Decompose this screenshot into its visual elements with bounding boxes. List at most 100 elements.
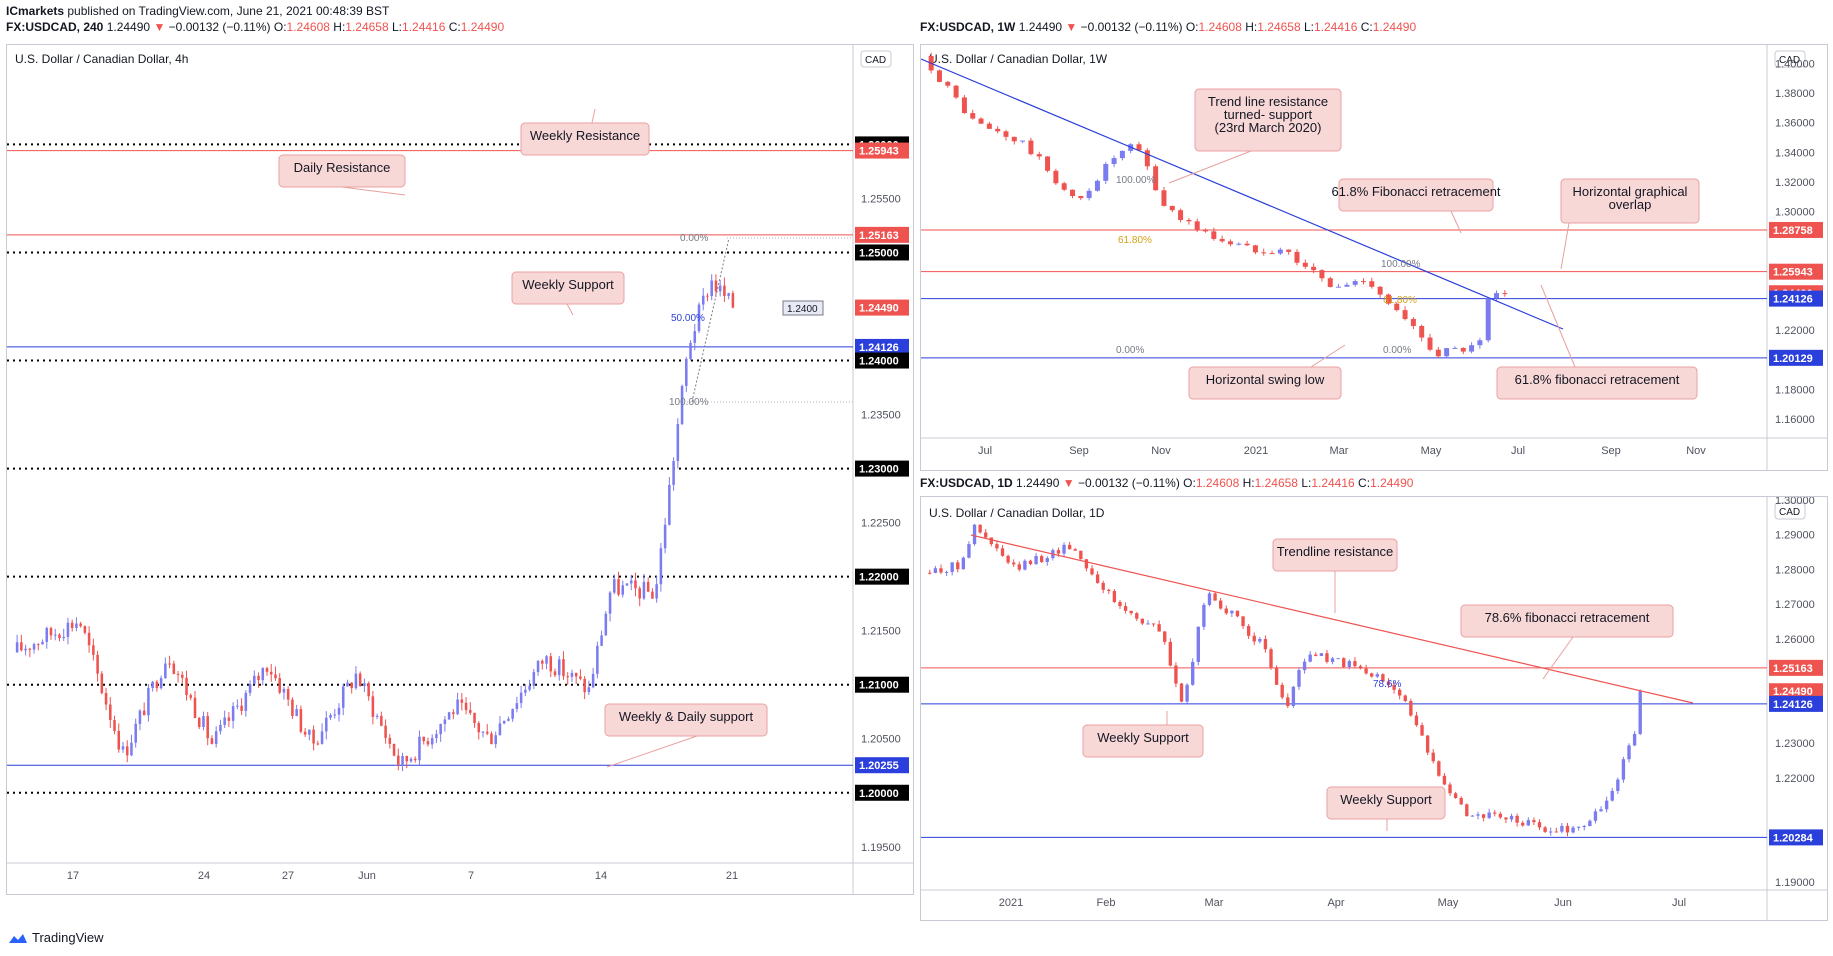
candle-body [706, 295, 709, 297]
price-tick-label: 1.32000 [1775, 177, 1815, 189]
candle-body [41, 641, 44, 645]
candle-body [1610, 790, 1614, 801]
price-label-tag [1769, 659, 1823, 676]
candle-body [79, 623, 82, 627]
candle-body [651, 591, 654, 599]
candle-body [1227, 241, 1233, 245]
close-value: 1.24490 [1018, 20, 1063, 34]
candle-body [1560, 825, 1564, 832]
chart-panel-4h[interactable]: U.S. Dollar / Canadian Dollar, 4hCAD1.26… [6, 44, 914, 895]
chart-1w-svg[interactable]: U.S. Dollar / Canadian Dollar, 1W CAD1.40… [921, 45, 1827, 470]
candle-body [1294, 251, 1300, 263]
chart-panel-1w[interactable]: U.S. Dollar / Canadian Dollar, 1W CAD 1.40… [920, 44, 1828, 471]
candle-body [1269, 649, 1273, 668]
chart-1d-svg[interactable]: U.S. Dollar / Canadian Dollar, 1D CAD1.30… [921, 497, 1827, 920]
candle-body [75, 623, 78, 628]
candle-body [1028, 140, 1034, 155]
candle-body [308, 729, 311, 735]
candle-body [53, 634, 57, 636]
trendline-resistance-support [921, 58, 1564, 330]
callout-weekly-support-2-text: Weekly Support [1340, 792, 1432, 807]
candle-body [587, 687, 591, 693]
candle-body [541, 660, 544, 664]
candle-body [583, 678, 586, 693]
candle-body [1039, 556, 1044, 562]
candle-body [227, 717, 231, 721]
candle-body [147, 687, 150, 716]
publisher-header: ICmarkets published on TradingView.com, … [6, 4, 389, 18]
candle-body [20, 642, 23, 651]
candle-body [1079, 550, 1083, 560]
low-value: 1.24416 [1314, 20, 1358, 34]
candle-body [405, 755, 409, 762]
candle-body [1330, 658, 1335, 662]
time-tick-label: 21 [726, 870, 738, 882]
candle-body [32, 644, 36, 650]
callout-weekly-support-1-box [1082, 724, 1204, 758]
fib-level-label: 100.00% [1381, 259, 1421, 270]
callout-fib-786-pointer [1542, 636, 1574, 680]
callout-weekly-support-pointer [566, 303, 574, 316]
candle-body [367, 683, 370, 697]
fib-level-label: 61.80% [1118, 235, 1152, 246]
candle-body [130, 742, 133, 756]
candle-body [1469, 345, 1475, 352]
trendline-resistance [970, 534, 1694, 704]
candle-body [1169, 205, 1175, 211]
fib-level-label: 0.00% [1116, 345, 1144, 356]
candle-body [1144, 150, 1150, 167]
candle-body [1442, 775, 1447, 785]
callout-fib-786-box [1460, 604, 1674, 638]
candle-body [1017, 564, 1021, 570]
candle-body [972, 524, 977, 545]
price-tick-label: 1.19500 [861, 842, 901, 854]
candle-body [1397, 689, 1402, 696]
candle-body [443, 719, 447, 724]
callout-swing-low-pointer [1310, 344, 1346, 368]
currency-badge [1774, 50, 1806, 68]
candle-body [265, 668, 269, 672]
candle-body [1526, 820, 1531, 826]
price-tick-label: 1.16000 [1775, 414, 1815, 426]
candle-body [117, 731, 121, 750]
candle-body [1258, 639, 1262, 642]
candle-body [1020, 140, 1026, 142]
candle-body [1274, 667, 1279, 685]
candle-body [1311, 266, 1317, 271]
candle-body [1419, 325, 1425, 338]
candle-body [113, 720, 116, 732]
close-value-2: 1.24490 [1370, 476, 1414, 490]
price-label-tag [1769, 263, 1823, 280]
candle-body [1582, 826, 1586, 828]
price-tag-text: 1.2400 [787, 304, 818, 315]
candle-body [231, 706, 235, 721]
candle-body [1381, 674, 1385, 682]
candle-body [528, 685, 531, 690]
candle-body [494, 735, 497, 745]
callout-weekly-resistance-box [520, 122, 650, 156]
candle-body [456, 699, 459, 715]
candle-body [1504, 817, 1508, 820]
callout-swing-low-box [1188, 366, 1342, 400]
chart-4h-svg[interactable]: U.S. Dollar / Canadian Dollar, 4hCAD1.26… [7, 45, 913, 894]
publisher-name: ICmarkets [6, 4, 65, 18]
candle-body [278, 678, 281, 693]
candle-body [1502, 293, 1508, 295]
candle-body [422, 736, 425, 742]
tradingview-brand[interactable]: TradingView [8, 930, 104, 945]
candle-body [731, 293, 735, 308]
candle-body [978, 524, 982, 533]
candle-body [596, 645, 599, 674]
candle-body [62, 636, 65, 639]
candle-body [1101, 582, 1105, 590]
candle-body [1616, 779, 1620, 791]
open-value: 1.24608 [1195, 476, 1240, 490]
candle-body [1459, 797, 1463, 805]
candle-body [1118, 601, 1122, 607]
fib-level-label: 61.80% [1383, 295, 1417, 306]
chart-panel-1d[interactable]: U.S. Dollar / Canadian Dollar, 1D CAD 1.30… [920, 496, 1828, 921]
price-tick-label: 1.19000 [1775, 877, 1815, 889]
time-tick-label: Apr [1327, 897, 1344, 909]
callout-weekly-support-1-text: Weekly Support [1097, 730, 1189, 745]
candle-body [269, 671, 273, 675]
